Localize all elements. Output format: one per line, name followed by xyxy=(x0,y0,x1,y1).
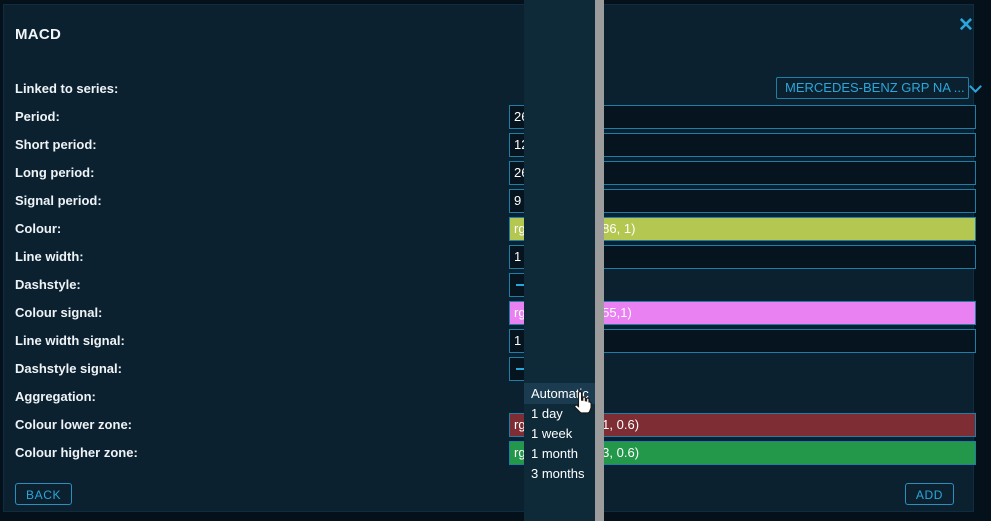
field-label-linked-to-series: Linked to series: xyxy=(15,81,119,96)
back-button[interactable]: BACK xyxy=(15,483,73,505)
aggregation-dropdown-panel xyxy=(524,0,595,521)
close-icon[interactable]: ✕ xyxy=(958,15,974,36)
chevron-down-icon xyxy=(968,79,982,93)
aggregation-dropdown-scrollbar[interactable] xyxy=(595,0,604,521)
field-label-colour: Colour: xyxy=(15,221,62,236)
field-label-aggregation: Aggregation: xyxy=(15,389,96,404)
aggregation-dropdown-options: Automatic 1 day 1 week 1 month 3 months xyxy=(524,383,595,484)
field-label-signal-period: Signal period: xyxy=(15,193,102,208)
field-label-line-width: Line width: xyxy=(15,249,84,264)
field-label-colour-signal: Colour signal: xyxy=(15,305,103,320)
field-label-colour-lower-zone: Colour lower zone: xyxy=(15,417,132,432)
linked-series-value: MERCEDES-BENZ GRP NA ... xyxy=(785,80,965,95)
field-label-colour-higher-zone: Colour higher zone: xyxy=(15,445,138,460)
dropdown-option-1-day[interactable]: 1 day xyxy=(531,406,563,421)
field-label-dashstyle-signal: Dashstyle signal: xyxy=(15,361,122,376)
add-button[interactable]: ADD xyxy=(904,483,954,505)
dropdown-option-1-month[interactable]: 1 month xyxy=(531,446,578,461)
field-label-period: Period: xyxy=(15,109,60,124)
dropdown-option-1-week[interactable]: 1 week xyxy=(531,426,573,441)
macd-settings-dialog: MACD ✕ Linked to series: MERCEDES-BENZ GR… xyxy=(3,4,982,512)
dialog-title: MACD xyxy=(15,26,62,43)
field-label-dashstyle: Dashstyle: xyxy=(15,277,81,292)
dropdown-option-3-months[interactable]: 3 months xyxy=(531,466,585,481)
field-label-short-period: Short period: xyxy=(15,137,97,152)
field-label-long-period: Long period: xyxy=(15,165,95,180)
linked-series-select[interactable]: MERCEDES-BENZ GRP NA ... xyxy=(776,77,982,99)
dropdown-option-automatic[interactable]: Automatic xyxy=(524,383,595,404)
field-label-line-width-signal: Line width signal: xyxy=(15,333,125,348)
